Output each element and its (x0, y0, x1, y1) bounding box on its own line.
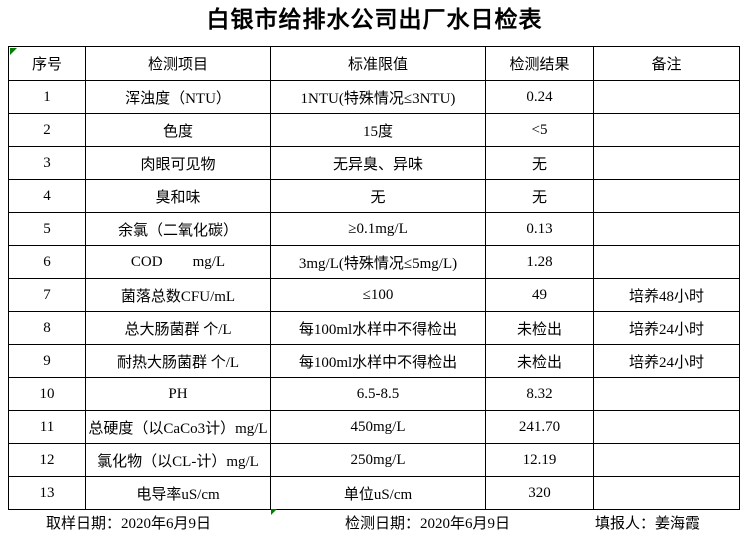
table-row: 7 菌落总数CFU/mL ≤100 49 培养48小时 (8, 278, 740, 312)
cell-limit: ≤100 (270, 278, 486, 312)
reporter-label: 填报人：姜海霞 (595, 516, 701, 532)
table-row: 9 耐热大肠菌群 个/L 每100ml水样中不得检出 未检出 培养24小时 (8, 344, 740, 378)
cell-item: COD mg/L (85, 245, 271, 279)
table-row: 3 肉眼可见物 无异臭、异味 无 (8, 146, 740, 180)
excel-error-flag-icon (271, 509, 277, 515)
cell-limit: 每100ml水样中不得检出 (270, 311, 486, 345)
cell-serial: 9 (8, 344, 86, 378)
cell-serial: 6 (8, 245, 86, 279)
cell-item: 氯化物（以CL-计）mg/L (85, 443, 271, 477)
table-body: 1 浑浊度（NTU） 1NTU(特殊情况≤3NTU) 0.24 2 色度 15度… (8, 80, 740, 510)
cell-remark (593, 212, 740, 246)
cell-result: 49 (485, 278, 594, 312)
cell-result: 1.28 (485, 245, 594, 279)
cell-remark (593, 476, 740, 510)
cell-serial: 3 (8, 146, 86, 180)
cell-result: 12.19 (485, 443, 594, 477)
cell-remark (593, 179, 740, 213)
cell-remark (593, 443, 740, 477)
col-header-serial: 序号 (8, 46, 86, 81)
cell-item: 臭和味 (85, 179, 271, 213)
table-row: 12 氯化物（以CL-计）mg/L 250mg/L 12.19 (8, 443, 740, 477)
cell-remark: 培养24小时 (593, 344, 740, 378)
cell-item: PH (85, 377, 271, 411)
table-row: 13 电导率uS/cm 单位uS/cm 320 (8, 476, 740, 510)
table-header-row: 序号 检测项目 标准限值 检测结果 备注 (8, 46, 740, 81)
cell-remark (593, 377, 740, 411)
cell-remark (593, 113, 740, 147)
cell-serial: 4 (8, 179, 86, 213)
table-row: 10 PH 6.5-8.5 8.32 (8, 377, 740, 411)
test-date-label: 检测日期：2020年6月9日 (345, 516, 511, 532)
cell-result: 无 (485, 146, 594, 180)
cell-result: 未检出 (485, 344, 594, 378)
cell-serial: 11 (8, 410, 86, 444)
inspection-table: 序号 检测项目 标准限值 检测结果 备注 1 浑浊度（NTU） 1NTU(特殊情… (8, 46, 740, 510)
cell-limit: 3mg/L(特殊情况≤5mg/L) (270, 245, 486, 279)
table-row: 11 总硬度（以CaCo3计）mg/L 450mg/L 241.70 (8, 410, 740, 444)
cell-item: 浑浊度（NTU） (85, 80, 271, 114)
cell-serial: 2 (8, 113, 86, 147)
cell-limit: ≥0.1mg/L (270, 212, 486, 246)
cell-result: 无 (485, 179, 594, 213)
cell-limit: 250mg/L (270, 443, 486, 477)
cell-limit: 450mg/L (270, 410, 486, 444)
cell-result: 0.24 (485, 80, 594, 114)
table-row: 8 总大肠菌群 个/L 每100ml水样中不得检出 未检出 培养24小时 (8, 311, 740, 345)
cell-item: 电导率uS/cm (85, 476, 271, 510)
cell-item: 肉眼可见物 (85, 146, 271, 180)
cell-item: 余氯（二氧化碳） (85, 212, 271, 246)
cell-serial: 5 (8, 212, 86, 246)
cell-result: 8.32 (485, 377, 594, 411)
col-header-item: 检测项目 (85, 46, 271, 81)
cell-limit: 无异臭、异味 (270, 146, 486, 180)
cell-serial: 12 (8, 443, 86, 477)
cell-remark: 培养24小时 (593, 311, 740, 345)
col-header-result: 检测结果 (485, 46, 594, 81)
cell-remark (593, 245, 740, 279)
cell-remark (593, 80, 740, 114)
cell-result: 0.13 (485, 212, 594, 246)
cell-limit: 1NTU(特殊情况≤3NTU) (270, 80, 486, 114)
cell-item: 总大肠菌群 个/L (85, 311, 271, 345)
cell-serial: 1 (8, 80, 86, 114)
cell-serial: 10 (8, 377, 86, 411)
cell-item: 菌落总数CFU/mL (85, 278, 271, 312)
col-header-remark: 备注 (593, 46, 740, 81)
cell-serial: 8 (8, 311, 86, 345)
cell-remark: 培养48小时 (593, 278, 740, 312)
cell-result: 241.70 (485, 410, 594, 444)
cell-result: 320 (485, 476, 594, 510)
table-row: 1 浑浊度（NTU） 1NTU(特殊情况≤3NTU) 0.24 (8, 80, 740, 114)
table-row: 4 臭和味 无 无 (8, 179, 740, 213)
cell-limit: 每100ml水样中不得检出 (270, 344, 486, 378)
cell-limit: 6.5-8.5 (270, 377, 486, 411)
page-title: 白银市给排水公司出厂水日检表 (206, 7, 543, 32)
table-row: 6 COD mg/L 3mg/L(特殊情况≤5mg/L) 1.28 (8, 245, 740, 279)
table-row: 5 余氯（二氧化碳） ≥0.1mg/L 0.13 (8, 212, 740, 246)
cell-item: 色度 (85, 113, 271, 147)
cell-serial: 13 (8, 476, 86, 510)
cell-item: 总硬度（以CaCo3计）mg/L (85, 410, 271, 444)
cell-remark (593, 146, 740, 180)
excel-error-flag-icon (10, 48, 17, 55)
cell-result: <5 (485, 113, 594, 147)
cell-remark (593, 410, 740, 444)
cell-limit: 单位uS/cm (270, 476, 486, 510)
table-row: 2 色度 15度 <5 (8, 113, 740, 147)
cell-limit: 无 (270, 179, 486, 213)
cell-serial: 7 (8, 278, 86, 312)
cell-item: 耐热大肠菌群 个/L (85, 344, 271, 378)
cell-limit: 15度 (270, 113, 486, 147)
sampling-date-label: 取样日期：2020年6月9日 (46, 516, 212, 532)
cell-result: 未检出 (485, 311, 594, 345)
col-header-limit: 标准限值 (270, 46, 486, 81)
